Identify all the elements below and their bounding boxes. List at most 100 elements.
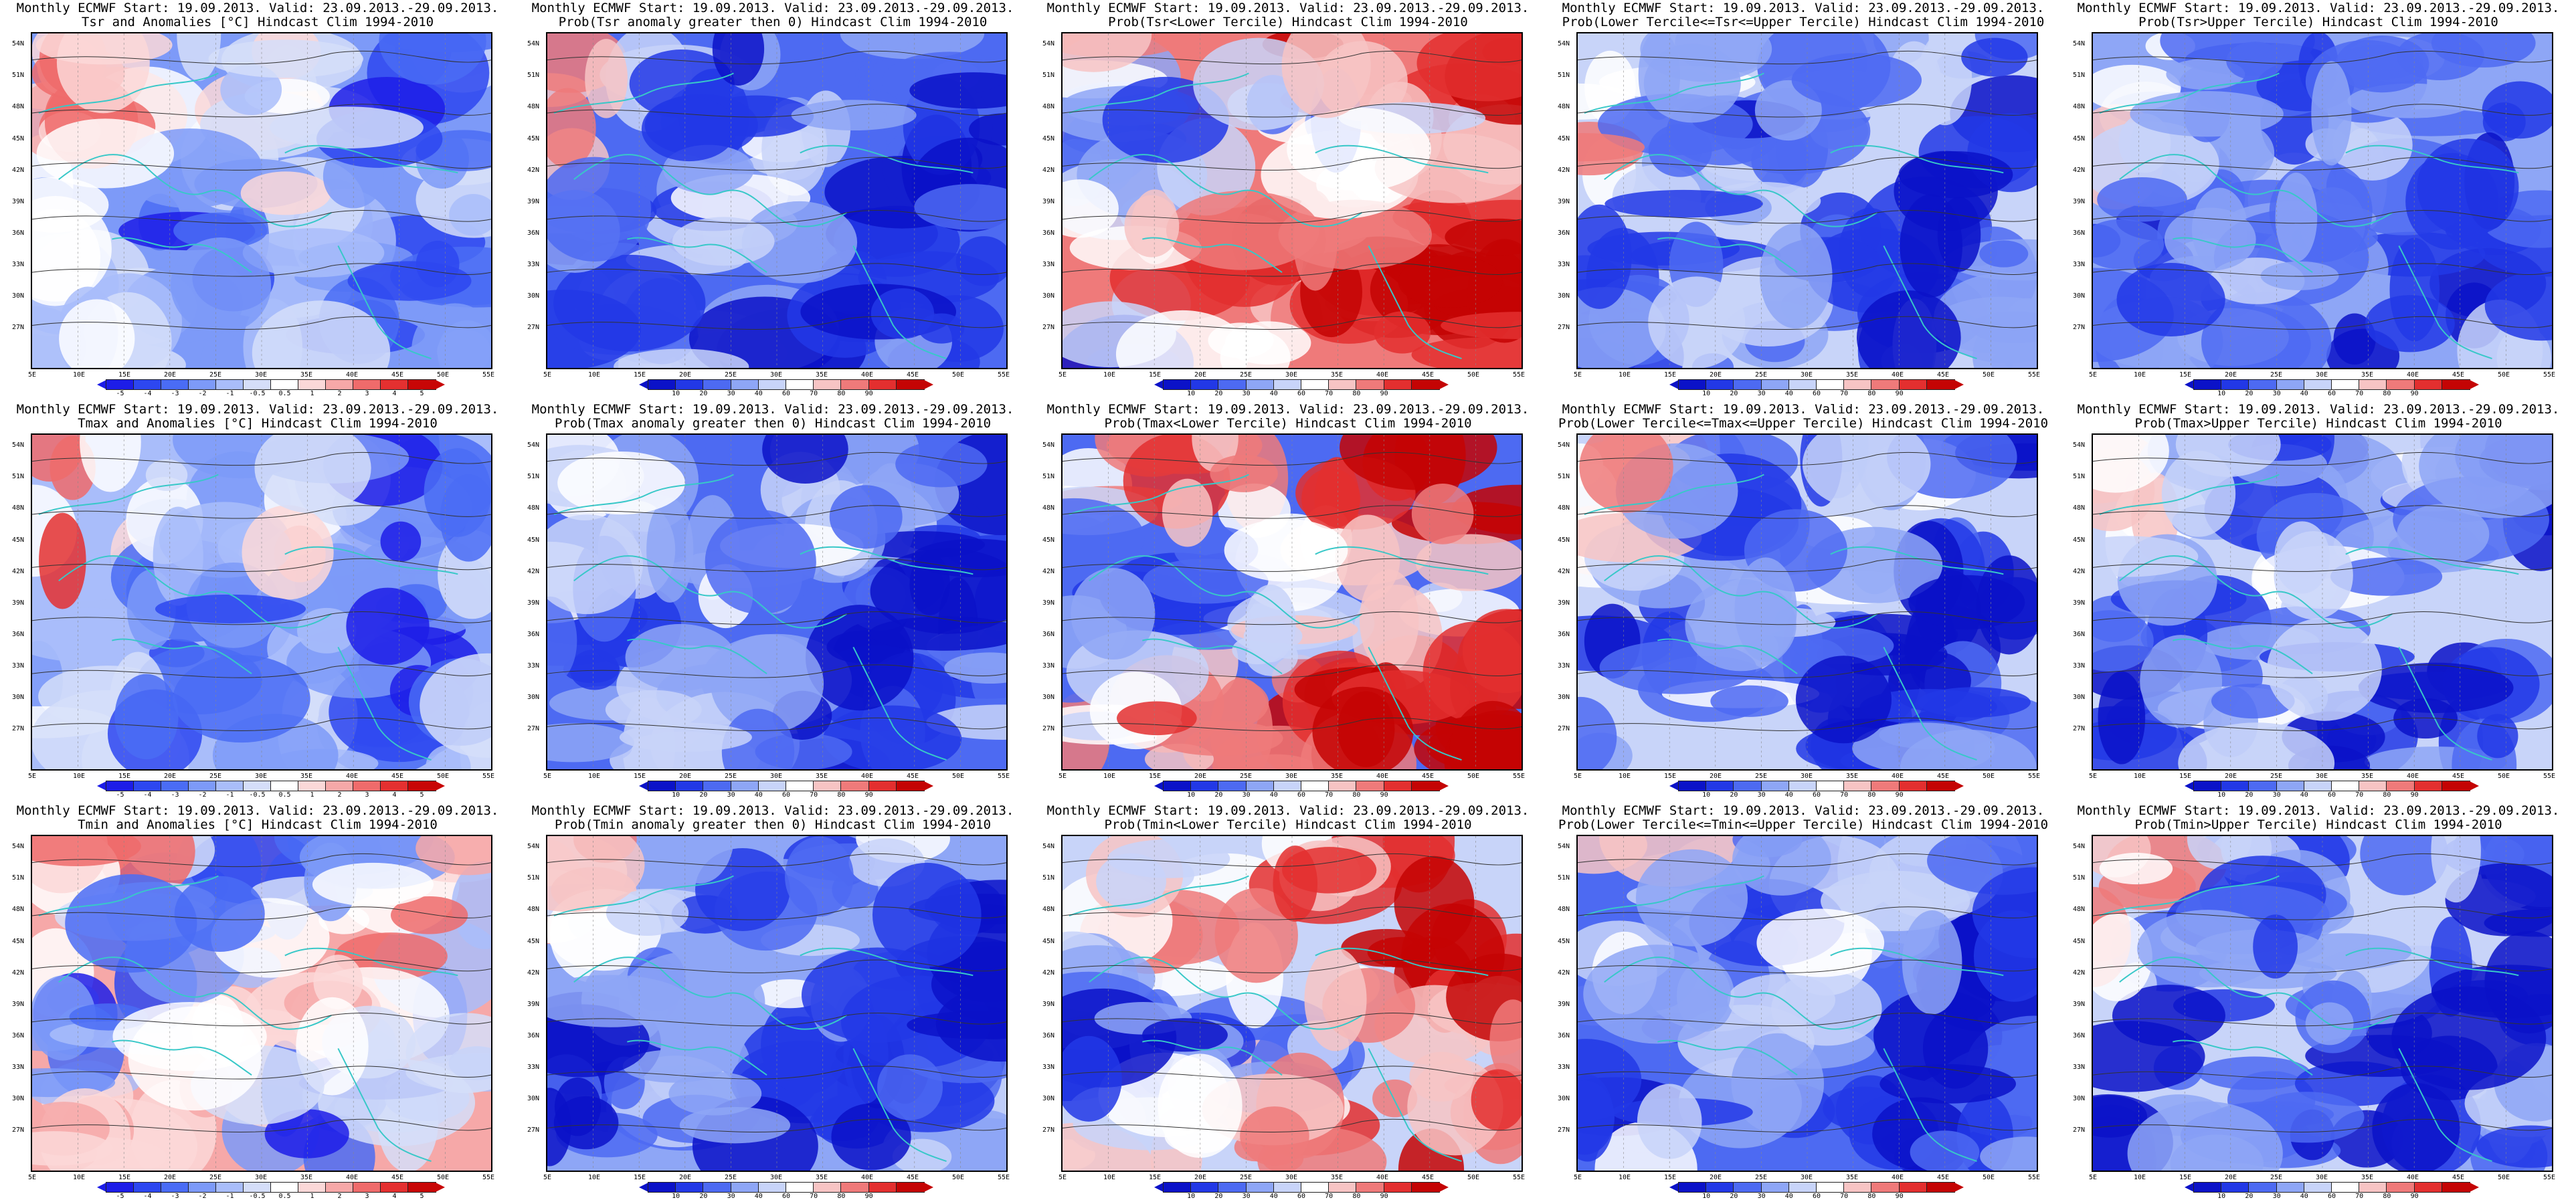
colorbar-swatch bbox=[133, 379, 162, 390]
colorbar-tick-label: 80 bbox=[2383, 791, 2391, 799]
longitude-label: 30E bbox=[1285, 773, 1298, 780]
contour-line bbox=[2093, 611, 2552, 625]
colorbar-tick-label: 60 bbox=[781, 1193, 791, 1200]
colorbar-swatch bbox=[2248, 781, 2278, 791]
longitude-label: 40E bbox=[1376, 371, 1389, 379]
colorbar-tick-label: 40 bbox=[2300, 791, 2308, 799]
field-patch bbox=[2397, 504, 2490, 565]
contour-line bbox=[1063, 316, 1522, 330]
forecast-panel: Monthly ECMWF Start: 19.09.2013. Valid: … bbox=[0, 803, 515, 1204]
latitude-label: 42N bbox=[527, 969, 540, 977]
colorbar-tick-label: 1 bbox=[310, 1193, 314, 1200]
field-patch bbox=[2484, 271, 2552, 341]
longitude-label: 25E bbox=[1755, 371, 1768, 379]
panel-title-line2: Tmin and Anomalies [°C] Hindcast Clim 19… bbox=[78, 817, 438, 832]
latitude-label: 48N bbox=[12, 103, 25, 110]
colorbar-swatch bbox=[840, 781, 870, 791]
colorbar-tick-label: 70 bbox=[810, 791, 818, 799]
colorbar-tick-label: -0.5 bbox=[249, 1193, 266, 1200]
longitude-label: 35E bbox=[1331, 371, 1344, 379]
colorbar-swatch bbox=[1273, 1182, 1303, 1193]
field-patch bbox=[785, 836, 854, 917]
longitude-label: 50E bbox=[437, 371, 450, 379]
contour-line bbox=[547, 1066, 1006, 1080]
colorbar-tick-label: 3 bbox=[365, 791, 369, 799]
latitude-label: 33N bbox=[527, 261, 540, 268]
latitude-label: 39N bbox=[1558, 1001, 1570, 1008]
longitude-label: 55E bbox=[482, 773, 495, 780]
colorbar-tick-label: 30 bbox=[2272, 1193, 2281, 1200]
latitude-label: 48N bbox=[2073, 906, 2086, 913]
field-patch bbox=[242, 228, 385, 278]
colorbar-tick-label: 40 bbox=[1269, 791, 1278, 799]
field-patch bbox=[606, 890, 689, 936]
colorbar-swatch bbox=[1410, 379, 1441, 390]
contour-line bbox=[32, 611, 491, 625]
contour-line bbox=[1063, 50, 1522, 65]
colorbar-tick-label: -3 bbox=[171, 1193, 179, 1200]
colorbar-tick-label: 70 bbox=[1325, 791, 1333, 799]
longitude-label: 5E bbox=[28, 773, 37, 780]
coastline bbox=[112, 1039, 252, 1076]
latitude-label: 45N bbox=[527, 938, 540, 945]
latitude-label: 30N bbox=[2073, 694, 2086, 701]
colorbar-tick-label: 80 bbox=[837, 1193, 846, 1200]
latitude-label: 42N bbox=[12, 969, 25, 977]
coastline bbox=[1089, 957, 1362, 1030]
map-field bbox=[1576, 433, 2038, 771]
longitude-label: 15E bbox=[1664, 371, 1677, 379]
latitude-label: 51N bbox=[1042, 473, 1055, 480]
field-patch bbox=[1224, 518, 1348, 582]
colorbar-tick-label: 10 bbox=[1702, 1193, 1711, 1200]
colorbar-labels: 10 20 30 40 60 70 80 90 bbox=[2194, 390, 2470, 399]
contour-line bbox=[2093, 316, 2552, 330]
colorbar-swatch bbox=[2331, 379, 2361, 390]
colorbar-tick-label: 60 bbox=[1812, 390, 1821, 397]
field-patch bbox=[1791, 53, 1922, 108]
colorbar-tick-label: 30 bbox=[1242, 1193, 1251, 1200]
field-patch bbox=[2208, 124, 2275, 183]
coastline bbox=[2345, 144, 2519, 174]
latitude-label: 48N bbox=[1558, 504, 1570, 512]
field-patch bbox=[2260, 261, 2339, 290]
field-patch bbox=[1063, 33, 1152, 72]
field-patch bbox=[1394, 856, 1475, 949]
latitude-label: 33N bbox=[1558, 662, 1570, 670]
colorbar-swatch bbox=[1733, 1182, 1762, 1193]
field-patch bbox=[877, 1054, 943, 1120]
colorbar-swatch bbox=[380, 379, 409, 390]
colorbar-swatch bbox=[1871, 379, 1900, 390]
panel-title-line1: Monthly ECMWF Start: 19.09.2013. Valid: … bbox=[2077, 803, 2560, 818]
longitude-label: 50E bbox=[437, 773, 450, 780]
colorbar-swatch bbox=[2303, 1182, 2333, 1193]
colorbar-swatch bbox=[1245, 1182, 1275, 1193]
field-patch bbox=[1063, 179, 1119, 238]
latitude-label: 39N bbox=[2073, 1001, 2086, 1008]
colorbar-labels: 10 20 30 40 60 70 80 90 bbox=[648, 791, 924, 801]
colorbar-swatch bbox=[353, 781, 381, 791]
colorbar-left-arrow bbox=[97, 1183, 106, 1192]
colorbar-swatch bbox=[325, 1182, 354, 1193]
colorbar-tick-label: -1 bbox=[225, 791, 234, 799]
longitude-label: 35E bbox=[300, 371, 313, 379]
field-patch bbox=[390, 896, 468, 934]
panel-title-line1: Monthly ECMWF Start: 19.09.2013. Valid: … bbox=[1046, 1, 1530, 15]
longitude-label: 15E bbox=[634, 773, 646, 780]
coastline bbox=[1830, 947, 2004, 977]
field-patch bbox=[668, 1072, 762, 1116]
colorbar-swatch bbox=[895, 379, 925, 390]
latitude-label: 36N bbox=[12, 229, 25, 237]
field-patch bbox=[1802, 435, 1931, 510]
contour-line bbox=[1578, 505, 2037, 519]
colorbar-labels: 10 20 30 40 60 70 80 90 bbox=[1679, 791, 1954, 801]
contour-line bbox=[1063, 157, 1522, 171]
field-patch bbox=[2417, 138, 2519, 236]
longitude-label: 40E bbox=[861, 773, 874, 780]
coastline bbox=[553, 875, 734, 916]
field-patch bbox=[2274, 530, 2353, 620]
longitude-label: 45E bbox=[1937, 1174, 1950, 1181]
contour-line bbox=[1063, 664, 1522, 678]
colorbar-swatch bbox=[1706, 1182, 1735, 1193]
coastline bbox=[1657, 237, 1798, 273]
colorbar-swatch bbox=[1843, 379, 1873, 390]
